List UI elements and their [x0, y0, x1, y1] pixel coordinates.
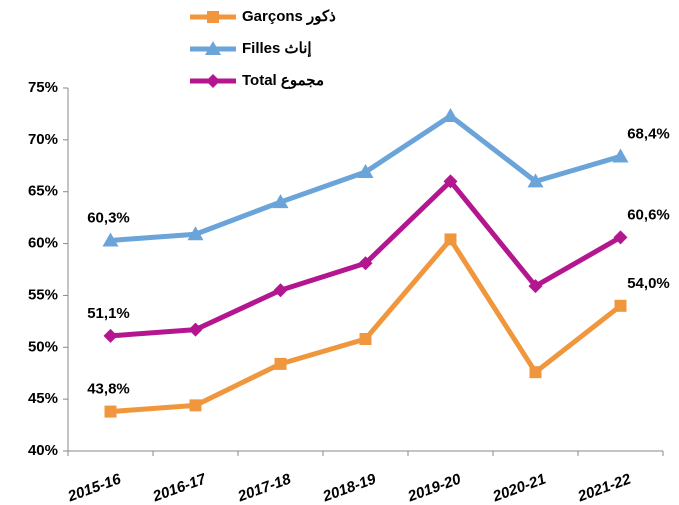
marker — [529, 366, 542, 379]
marker — [207, 11, 219, 23]
y-tick-label: 75% — [28, 79, 58, 96]
y-tick-label: 70% — [28, 131, 58, 148]
x-tick-label: 2016-17 — [150, 470, 209, 505]
marker — [272, 194, 289, 209]
marker — [614, 299, 627, 312]
value-label: 68,4% — [627, 125, 670, 142]
marker — [104, 405, 117, 418]
marker — [103, 328, 118, 343]
y-tick-label: 45% — [28, 390, 58, 407]
marker — [187, 226, 204, 241]
marker — [206, 74, 220, 88]
marker — [358, 256, 373, 271]
legend-label: Filles إناث — [242, 40, 312, 57]
series-line — [110, 113, 622, 243]
marker — [443, 174, 458, 189]
x-tick-label: 2017-18 — [235, 470, 294, 505]
marker — [613, 230, 628, 245]
marker — [274, 357, 287, 370]
x-tick-label: 2021-22 — [575, 470, 634, 505]
marker — [189, 399, 202, 412]
marker — [527, 173, 544, 188]
value-label: 60,3% — [87, 209, 130, 226]
marker — [528, 279, 543, 294]
legend-label: Total مجموع — [242, 72, 324, 89]
x-tick-label: 2015-16 — [65, 470, 124, 505]
marker — [205, 41, 221, 55]
legend-label: Garçons ذكور — [242, 8, 336, 25]
y-tick-label: 50% — [28, 338, 58, 355]
y-tick-label: 40% — [28, 442, 58, 459]
y-tick-label: 55% — [28, 286, 58, 303]
x-tick-label: 2018-19 — [320, 470, 379, 505]
value-label: 51,1% — [87, 305, 130, 322]
y-tick-label: 65% — [28, 183, 58, 200]
marker — [359, 332, 372, 345]
marker — [442, 108, 459, 123]
value-label: 54,0% — [627, 275, 670, 292]
x-tick-label: 2019-20 — [405, 470, 464, 505]
marker — [188, 322, 203, 337]
marker — [273, 283, 288, 298]
value-label: 60,6% — [627, 206, 670, 223]
marker — [612, 148, 629, 163]
y-tick-label: 60% — [28, 235, 58, 252]
value-label: 43,8% — [87, 381, 130, 398]
marker — [357, 164, 374, 179]
marker — [444, 233, 457, 246]
x-tick-label: 2020-21 — [490, 471, 548, 505]
marker — [102, 232, 119, 247]
